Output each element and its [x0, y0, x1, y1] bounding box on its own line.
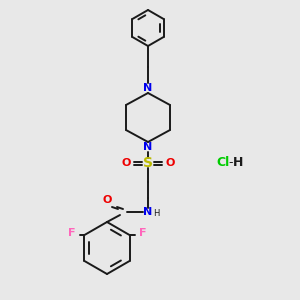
Text: O: O	[121, 158, 131, 168]
Text: N: N	[143, 83, 153, 93]
Text: N: N	[143, 142, 153, 152]
Text: O: O	[165, 158, 175, 168]
Text: F: F	[68, 228, 76, 238]
Text: N: N	[143, 207, 153, 217]
Text: Cl: Cl	[216, 157, 230, 169]
Text: -: -	[229, 157, 233, 169]
Text: H: H	[233, 157, 243, 169]
Text: O: O	[102, 195, 112, 205]
Text: H: H	[153, 209, 159, 218]
Text: F: F	[139, 228, 147, 238]
Text: S: S	[143, 156, 153, 170]
